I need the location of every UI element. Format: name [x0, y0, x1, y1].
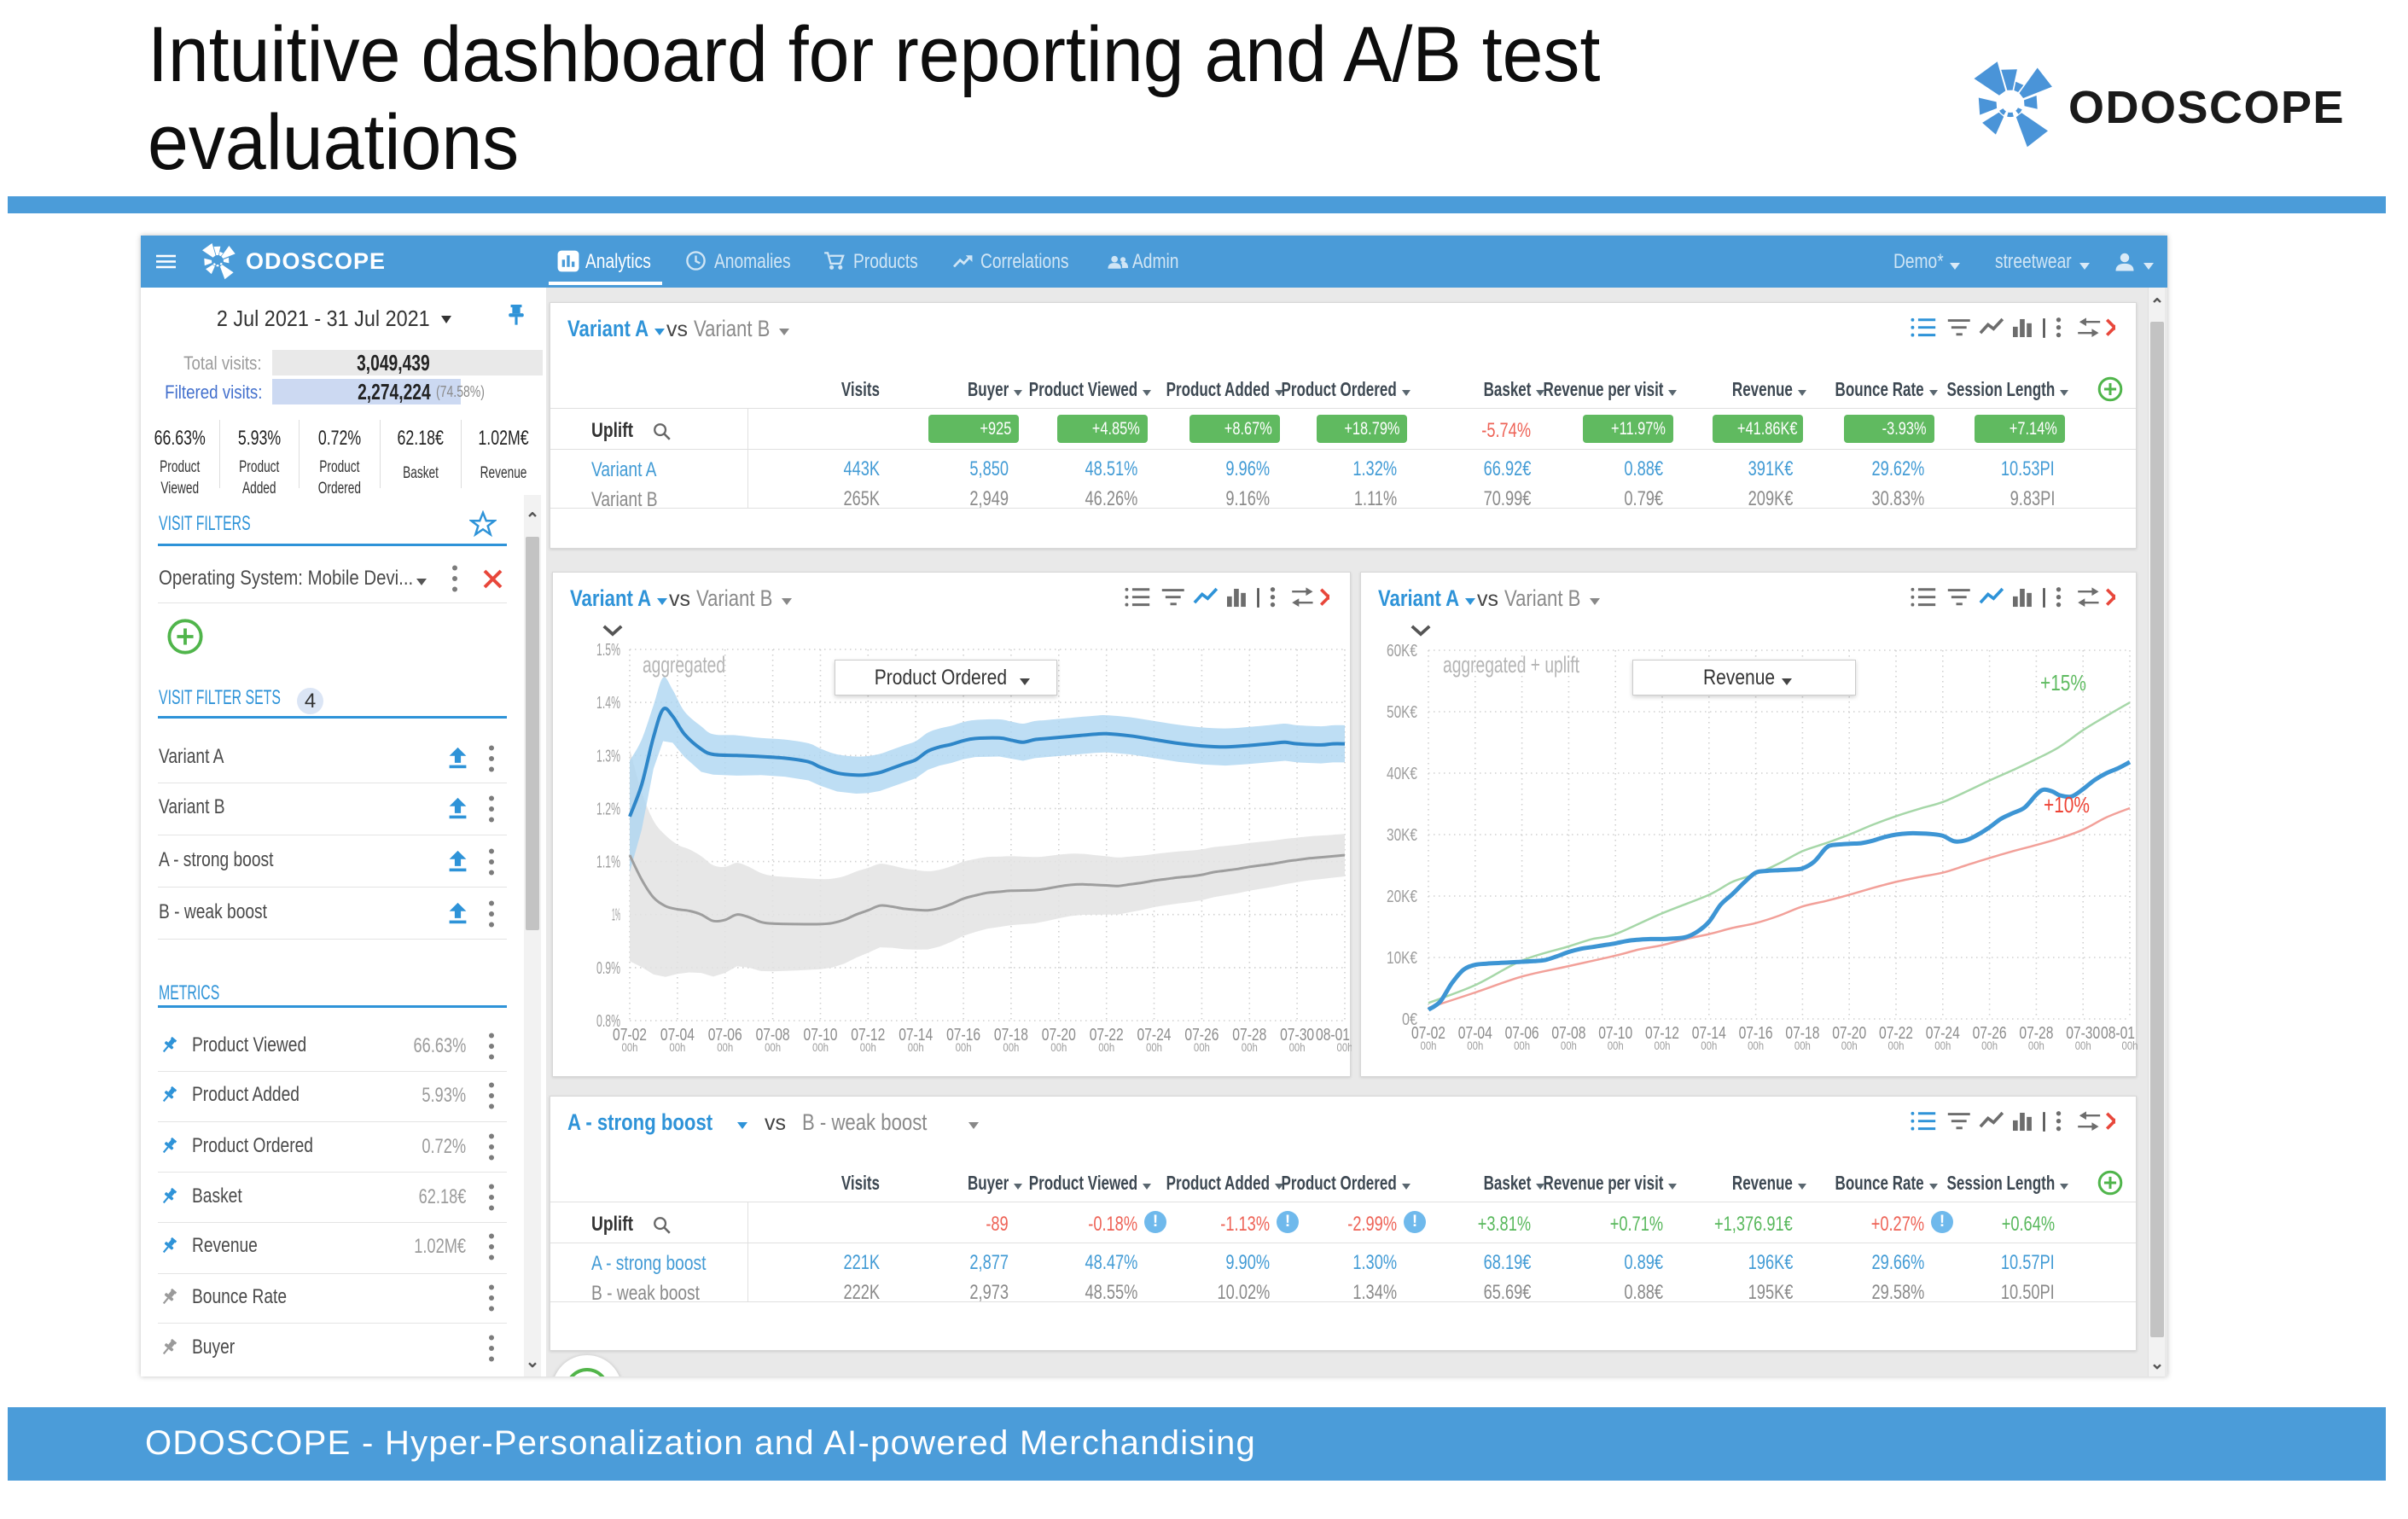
svg-text:07-12: 07-12 — [851, 1026, 885, 1045]
svg-text:08-01: 08-01 — [1316, 1026, 1350, 1045]
svg-text:00h: 00h — [1467, 1039, 1483, 1052]
svg-text:07-12: 07-12 — [1645, 1024, 1679, 1043]
svg-text:00h: 00h — [717, 1040, 733, 1054]
svg-text:00h: 00h — [2122, 1039, 2138, 1052]
svg-text:0.9%: 0.9% — [596, 959, 620, 978]
svg-text:07-06: 07-06 — [1505, 1024, 1539, 1043]
svg-text:00h: 00h — [860, 1040, 876, 1054]
svg-text:00h: 00h — [1981, 1039, 1998, 1052]
svg-text:07-08: 07-08 — [756, 1026, 790, 1045]
svg-text:1%: 1% — [612, 906, 620, 925]
svg-text:00h: 00h — [1794, 1039, 1811, 1052]
svg-text:00h: 00h — [622, 1040, 638, 1054]
svg-text:00h: 00h — [765, 1040, 781, 1054]
svg-text:00h: 00h — [669, 1040, 685, 1054]
svg-text:07-22: 07-22 — [1879, 1024, 1913, 1043]
svg-text:00h: 00h — [1608, 1039, 1624, 1052]
svg-text:07-06: 07-06 — [708, 1026, 742, 1045]
svg-text:07-22: 07-22 — [1090, 1026, 1124, 1045]
svg-text:07-10: 07-10 — [1598, 1024, 1632, 1043]
svg-text:00h: 00h — [1934, 1039, 1951, 1052]
svg-text:00h: 00h — [1003, 1040, 1019, 1054]
svg-text:00h: 00h — [1701, 1039, 1717, 1052]
svg-text:00h: 00h — [1050, 1040, 1067, 1054]
svg-text:1.3%: 1.3% — [596, 747, 620, 765]
svg-text:07-26: 07-26 — [1184, 1026, 1219, 1045]
svg-text:00h: 00h — [1514, 1039, 1530, 1052]
svg-text:07-30: 07-30 — [1280, 1026, 1314, 1045]
svg-text:07-28: 07-28 — [1232, 1026, 1266, 1045]
svg-text:aggregated: aggregated — [643, 652, 725, 678]
svg-text:30K€: 30K€ — [1387, 826, 1417, 845]
svg-text:07-02: 07-02 — [613, 1026, 647, 1045]
svg-text:00h: 00h — [1561, 1039, 1577, 1052]
svg-text:00h: 00h — [2028, 1039, 2044, 1052]
svg-text:08-01: 08-01 — [2101, 1024, 2135, 1043]
svg-text:00h: 00h — [1421, 1039, 1437, 1052]
svg-text:00h: 00h — [1289, 1040, 1306, 1054]
svg-text:07-24: 07-24 — [1137, 1026, 1172, 1045]
svg-text:00h: 00h — [1888, 1039, 1905, 1052]
svg-text:00h: 00h — [1748, 1039, 1764, 1052]
svg-text:00h: 00h — [908, 1040, 924, 1054]
svg-text:07-28: 07-28 — [2019, 1024, 2053, 1043]
svg-text:50K€: 50K€ — [1387, 703, 1417, 722]
svg-text:aggregated + uplift: aggregated + uplift — [1443, 652, 1579, 678]
svg-text:00h: 00h — [2075, 1039, 2091, 1052]
svg-text:07-16: 07-16 — [946, 1026, 980, 1045]
svg-text:1.4%: 1.4% — [596, 694, 620, 713]
svg-text:40K€: 40K€ — [1387, 765, 1417, 783]
svg-text:07-20: 07-20 — [1832, 1024, 1866, 1043]
svg-text:00h: 00h — [1841, 1039, 1858, 1052]
svg-text:0.8%: 0.8% — [596, 1012, 620, 1031]
svg-text:07-10: 07-10 — [804, 1026, 838, 1045]
svg-text:00h: 00h — [1655, 1039, 1671, 1052]
svg-text:00h: 00h — [812, 1040, 829, 1054]
svg-text:00h: 00h — [1098, 1040, 1114, 1054]
svg-text:07-30: 07-30 — [2066, 1024, 2100, 1043]
svg-text:07-14: 07-14 — [899, 1026, 933, 1045]
svg-text:07-24: 07-24 — [1926, 1024, 1960, 1043]
svg-text:00h: 00h — [1194, 1040, 1210, 1054]
svg-text:00h: 00h — [1146, 1040, 1162, 1054]
svg-text:07-08: 07-08 — [1551, 1024, 1585, 1043]
svg-text:00h: 00h — [1242, 1040, 1258, 1054]
svg-text:07-20: 07-20 — [1042, 1026, 1076, 1045]
svg-text:07-16: 07-16 — [1739, 1024, 1773, 1043]
svg-text:00h: 00h — [956, 1040, 972, 1054]
svg-text:00h: 00h — [1337, 1040, 1352, 1054]
svg-text:1.1%: 1.1% — [596, 853, 620, 872]
svg-text:07-04: 07-04 — [1458, 1024, 1492, 1043]
svg-text:20K€: 20K€ — [1387, 888, 1417, 906]
svg-text:07-18: 07-18 — [1785, 1024, 1819, 1043]
svg-text:1.5%: 1.5% — [596, 641, 620, 660]
svg-text:07-14: 07-14 — [1692, 1024, 1726, 1043]
svg-text:+15%: +15% — [2040, 670, 2086, 695]
svg-text:60K€: 60K€ — [1387, 642, 1417, 661]
svg-text:10K€: 10K€ — [1387, 949, 1417, 968]
svg-text:07-26: 07-26 — [1973, 1024, 2007, 1043]
svg-text:07-02: 07-02 — [1411, 1024, 1445, 1043]
svg-text:1.2%: 1.2% — [596, 800, 620, 818]
svg-text:07-18: 07-18 — [994, 1026, 1028, 1045]
svg-text:+10%: +10% — [2044, 792, 2090, 818]
svg-text:07-04: 07-04 — [660, 1026, 695, 1045]
svg-text:0€: 0€ — [1402, 1010, 1417, 1029]
